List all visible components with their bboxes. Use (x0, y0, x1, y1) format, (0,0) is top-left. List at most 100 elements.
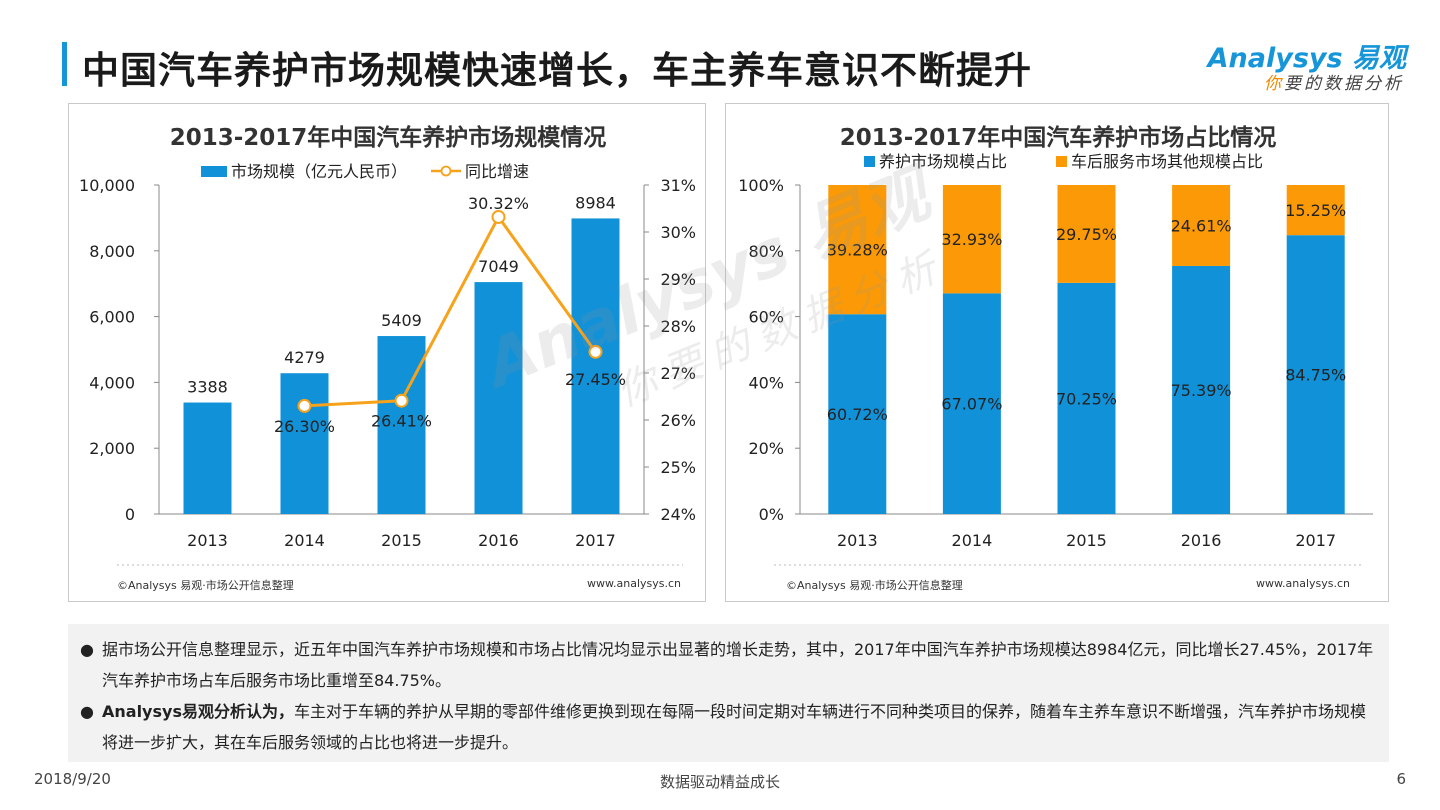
bar-data-label: 5409 (381, 311, 422, 330)
y-tick-label: 2,000 (89, 439, 135, 458)
footer-date: 2018/9/20 (34, 770, 111, 788)
bullet-1-dot: ● (80, 640, 94, 659)
growth-point (297, 398, 312, 413)
bullet-2-dot: ● (80, 702, 94, 721)
y2-tick-label: 25% (660, 458, 696, 477)
bullet-1-text: 据市场公开信息整理显示，近五年中国汽车养护市场规模和市场占比情况均显示出显著的增… (102, 634, 1377, 696)
x-tick-label: 2013 (837, 531, 878, 550)
y2-tick-label: 29% (660, 270, 696, 289)
y-tick-label: 4,000 (89, 373, 135, 392)
x-tick-label: 2015 (381, 531, 422, 550)
bar (571, 218, 620, 514)
growth-data-label: 30.32% (468, 194, 529, 213)
y-tick-label: 8,000 (89, 242, 135, 261)
legend-swatch-maintenance (864, 156, 875, 167)
source-url: www.analysys.cn (587, 577, 681, 590)
bar-data-label: 7049 (478, 257, 519, 276)
bar (474, 282, 523, 514)
y-tick-label: 0% (759, 505, 784, 524)
bar-label-other: 24.61% (1171, 216, 1232, 235)
bar-other (1057, 185, 1116, 283)
y2-tick-label: 28% (660, 317, 696, 336)
bar-label-maintenance: 84.75% (1285, 366, 1346, 385)
source-note: ©Analysys 易观·市场公开信息整理 (786, 578, 963, 592)
legend-label-other: 车后服务市场其他规模占比 (1071, 152, 1263, 171)
bar-label-maintenance: 75.39% (1171, 381, 1232, 400)
growth-point (588, 344, 603, 359)
legend-swatch-bar (201, 166, 227, 177)
bar-data-label: 8984 (575, 193, 616, 212)
bullet-2-bold: Analysys易观分析认为， (102, 702, 294, 721)
legend-label-line: 同比增速 (465, 162, 529, 181)
bullet-1-body: 据市场公开信息整理显示，近五年中国汽车养护市场规模和市场占比情况均显示出显著的增… (102, 640, 1374, 690)
source-url: www.analysys.cn (1256, 577, 1350, 590)
logo-tagline-first: 你 (1264, 74, 1284, 94)
bar-maintenance (1057, 282, 1116, 514)
legend-label-maintenance: 养护市场规模占比 (879, 152, 1007, 171)
bar-other (1286, 185, 1345, 236)
y2-tick-label: 27% (660, 364, 696, 383)
y-tick-label: 0 (125, 505, 135, 524)
y2-tick-label: 26% (660, 411, 696, 430)
y-tick-label: 20% (748, 439, 784, 458)
bar-label-other: 32.93% (941, 230, 1002, 249)
analysys-logo: Analysys 易观 你要的数据分析 (1206, 36, 1406, 94)
legend-swatch-marker (440, 165, 452, 177)
y2-tick-label: 31% (660, 176, 696, 195)
growth-data-label: 26.30% (274, 417, 335, 436)
bar-maintenance (1286, 235, 1345, 515)
y-tick-label: 80% (748, 242, 784, 261)
bar-label-other: 29.75% (1056, 225, 1117, 244)
bar-label-maintenance: 60.72% (827, 405, 888, 424)
bar-maintenance (828, 314, 887, 514)
bar-label-other: 39.28% (827, 241, 888, 260)
x-tick-label: 2016 (478, 531, 519, 550)
y-tick-label: 100% (738, 176, 784, 195)
x-tick-label: 2014 (284, 531, 325, 550)
bullet-2-text: Analysys易观分析认为，车主对于车辆的养护从早期的零部件维修更换到现在每隔… (102, 696, 1377, 758)
y-tick-label: 40% (748, 373, 784, 392)
growth-line (304, 214, 597, 408)
page-number: 6 (1396, 770, 1406, 788)
market-size-panel: 2013-2017年中国汽车养护市场规模情况市场规模（亿元人民币） 同比增速 0 2,… (68, 103, 706, 602)
growth-data-label: 27.45% (565, 370, 626, 389)
x-tick-label: 2013 (187, 531, 228, 550)
bar (280, 373, 329, 514)
chart-title: 2013-2017年中国汽车养护市场占比情况 (840, 124, 1277, 151)
bar-maintenance (942, 293, 1001, 514)
x-tick-label: 2017 (575, 531, 616, 550)
x-tick-label: 2016 (1181, 531, 1222, 550)
bar-label-maintenance: 70.25% (1056, 389, 1117, 408)
x-tick-label: 2015 (1066, 531, 1107, 550)
growth-point (491, 209, 506, 224)
legend-swatch-other (1056, 156, 1067, 167)
y2-tick-label: 30% (660, 223, 696, 242)
bar-data-label: 3388 (187, 378, 228, 397)
logo-tagline-rest: 要的数据分析 (1284, 74, 1404, 94)
bar-data-label: 4279 (284, 348, 325, 367)
y-tick-label: 60% (748, 308, 784, 327)
bar (377, 336, 426, 514)
logo-main: Analysys 易观 (1207, 43, 1406, 74)
page-title: 中国汽车养护市场规模快速增长，车主养车意识不断提升 (82, 49, 1032, 92)
analysis-box: ● 据市场公开信息整理显示，近五年中国汽车养护市场规模和市场占比情况均显示出显著… (68, 624, 1389, 762)
source-note: ©Analysys 易观·市场公开信息整理 (117, 578, 294, 592)
bar-other (828, 185, 887, 315)
bar-label-maintenance: 67.07% (941, 395, 1002, 414)
y-tick-label: 6,000 (89, 308, 135, 327)
growth-point (394, 393, 409, 408)
growth-data-label: 26.41% (371, 412, 432, 431)
market-share-panel: 2013-2017年中国汽车养护市场占比情况 养护市场规模占比 车后服务市场其他规模… (725, 103, 1389, 602)
title-accent-bar (62, 42, 67, 86)
chart-title: 2013-2017年中国汽车养护市场规模情况 (170, 124, 607, 151)
legend-label-bar: 市场规模（亿元人民币） (231, 162, 407, 181)
x-tick-label: 2017 (1295, 531, 1336, 550)
y-tick-label: 10,000 (79, 176, 135, 195)
logo-tagline: 你要的数据分析 (1264, 69, 1404, 94)
bar (183, 402, 232, 514)
bar-maintenance (1172, 265, 1231, 514)
bar-label-other: 15.25% (1285, 201, 1346, 220)
bullet-2-body: 车主对于车辆的养护从早期的零部件维修更换到现在每隔一段时间定期对车辆进行不同种类… (102, 702, 1366, 752)
